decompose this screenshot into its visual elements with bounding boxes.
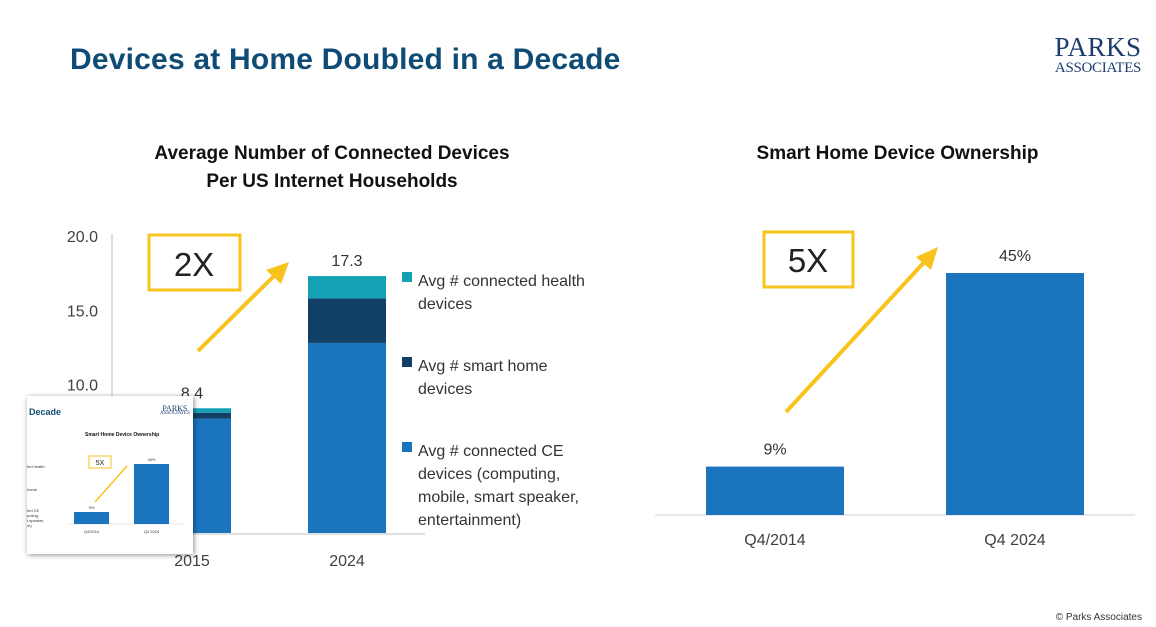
logo-line2: ASSOCIATES xyxy=(1054,60,1142,76)
chart1-legend-label: devices xyxy=(418,296,472,313)
chart1-legend-swatch xyxy=(402,357,412,367)
chart1-title-line1: Average Number of Connected Devices xyxy=(154,143,510,164)
chart1-legend-label: mobile, smart speaker, xyxy=(418,489,579,506)
chart1-total-label: 17.3 xyxy=(331,253,362,270)
inset-callout-box xyxy=(88,455,112,469)
chart1-legend-swatch xyxy=(402,442,412,452)
chart1-y-tick-label: 15.0 xyxy=(67,303,98,320)
chart1-bar-segment xyxy=(308,342,386,533)
chart1-bar-segment xyxy=(308,298,386,343)
inset-logo: PARKS ASSOCIATES xyxy=(160,404,190,417)
inset-legend-fragment: home xyxy=(27,487,38,492)
inset-x-tick-label: Q4/2014 xyxy=(84,529,100,534)
chart2-arrow-head xyxy=(916,247,938,270)
chart2-value-label: 45% xyxy=(999,248,1031,265)
inset-chart-title: Smart Home Device Ownership xyxy=(85,432,160,438)
inset-legend-fragment: ted CE xyxy=(27,508,40,513)
chart1-callout-text: 2X xyxy=(174,246,214,283)
parks-associates-logo: PARKS ASSOCIATES xyxy=(1048,34,1148,76)
chart1-legend-label: devices xyxy=(418,381,472,398)
inset-legend-fragment: ted health xyxy=(27,464,45,469)
chart1-y-tick-label: 10.0 xyxy=(67,378,98,395)
inset-value-label: 45% xyxy=(147,457,155,462)
inset-growth-arrow xyxy=(94,465,128,503)
chart1-arrow-head xyxy=(266,262,289,284)
chart1-legend-label: Avg # connected health xyxy=(418,273,585,290)
chart1-y-tick-label: 20.0 xyxy=(67,229,98,246)
chart1-legend-label: Avg # connected CE xyxy=(418,443,564,460)
chart2-growth-arrow xyxy=(784,256,930,414)
inset-legend-fragment: puting, xyxy=(27,513,40,518)
logo-line1: PARKS xyxy=(1054,32,1142,62)
chart2-x-tick-label: Q4 2024 xyxy=(984,532,1045,549)
inset-logo-line2: ASSOCIATES xyxy=(160,411,190,417)
chart1-title-line2: Per US Internet Households xyxy=(206,171,458,192)
inset-thumbnail: Decade PARKS ASSOCIATES Smart Home Devic… xyxy=(27,396,193,554)
inset-value-label: 9% xyxy=(89,505,95,510)
inset-bar xyxy=(134,464,169,524)
page-title: Devices at Home Doubled in a Decade xyxy=(70,43,621,76)
inset-callout-text: 5X xyxy=(96,460,105,467)
chart1-x-tick-label: 2024 xyxy=(329,553,365,570)
inset-title: Decade xyxy=(29,407,62,417)
chart1-legend-label: Avg # smart home xyxy=(418,358,548,375)
chart1-growth-arrow xyxy=(196,270,280,353)
chart2-value-label: 9% xyxy=(763,442,786,459)
inset-legend-fragment: t speaker, xyxy=(27,518,45,523)
chart1-title: Average Number of Connected Devices Per … xyxy=(112,140,552,196)
chart2-x-tick-label: Q4/2014 xyxy=(744,532,805,549)
chart1-legend-swatch xyxy=(402,272,412,282)
inset-x-tick-label: Q4 2024 xyxy=(144,529,160,534)
chart2-callout-box xyxy=(762,230,855,289)
chart1-x-tick-label: 2015 xyxy=(174,553,210,570)
chart1-legend-label: entertainment) xyxy=(418,512,521,529)
chart1-legend-label: devices (computing, xyxy=(418,466,560,483)
inset-logo-line1: PARKS xyxy=(162,404,188,413)
chart1-callout-box xyxy=(147,233,242,292)
copyright: © Parks Associates xyxy=(1055,612,1142,623)
chart2-bar xyxy=(706,466,844,515)
inset-legend-fragment: nt) xyxy=(27,523,32,528)
inset-chart: 9% Q4/2014 45% Q4 2024 5X xyxy=(67,455,185,534)
chart2-bar xyxy=(946,273,1084,515)
chart2-callout-text: 5X xyxy=(788,242,828,279)
chart2-title: Smart Home Device Ownership xyxy=(756,143,1039,164)
inset-bar xyxy=(74,512,109,524)
chart1-bar-segment xyxy=(308,276,386,299)
